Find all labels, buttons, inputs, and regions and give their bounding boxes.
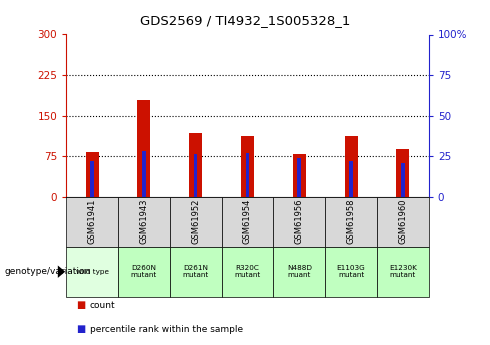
Polygon shape	[58, 266, 65, 278]
Text: ■: ■	[76, 300, 85, 310]
Text: GSM61952: GSM61952	[191, 199, 200, 244]
Text: E1103G
mutant: E1103G mutant	[337, 265, 366, 278]
Text: GSM61960: GSM61960	[398, 199, 407, 244]
Text: GSM61956: GSM61956	[295, 199, 304, 244]
Text: genotype/variation: genotype/variation	[5, 267, 91, 276]
Text: GSM61943: GSM61943	[139, 199, 148, 244]
Bar	[344, 136, 358, 197]
Bar	[293, 155, 306, 197]
Text: percentile rank within the sample: percentile rank within the sample	[90, 325, 243, 334]
Bar	[349, 161, 353, 197]
Text: R320C
mutant: R320C mutant	[234, 265, 261, 278]
Bar	[189, 133, 202, 197]
Text: E1230K
mutant: E1230K mutant	[389, 265, 417, 278]
Text: GDS2569 / TI4932_1S005328_1: GDS2569 / TI4932_1S005328_1	[140, 14, 350, 27]
Bar	[90, 161, 94, 197]
Bar	[137, 100, 150, 197]
Text: wild type: wild type	[75, 269, 109, 275]
Bar	[142, 151, 146, 197]
Bar	[401, 162, 405, 197]
Bar	[194, 155, 197, 197]
Bar	[245, 153, 249, 197]
Text: GSM61954: GSM61954	[243, 199, 252, 244]
Text: D261N
mutant: D261N mutant	[182, 265, 209, 278]
Bar	[396, 149, 409, 197]
Bar	[297, 158, 301, 197]
Text: N488D
muant: N488D muant	[287, 265, 312, 278]
Text: GSM61958: GSM61958	[346, 199, 356, 244]
Bar	[241, 136, 254, 197]
Text: ■: ■	[76, 325, 85, 334]
Bar	[86, 152, 98, 197]
Text: count: count	[90, 301, 115, 310]
Text: GSM61941: GSM61941	[88, 199, 97, 244]
Text: D260N
mutant: D260N mutant	[131, 265, 157, 278]
